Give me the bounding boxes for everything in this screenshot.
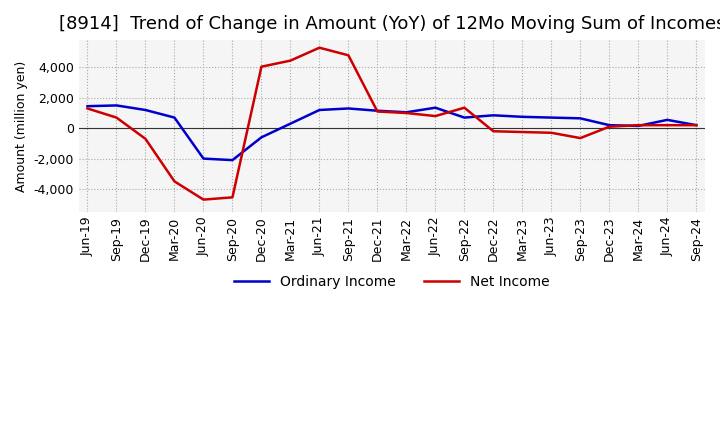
Ordinary Income <box>170 115 179 120</box>
Ordinary Income <box>547 115 556 120</box>
Ordinary Income <box>431 105 440 110</box>
Ordinary Income <box>141 107 150 113</box>
Net Income <box>84 106 92 111</box>
Net Income <box>112 115 121 120</box>
Ordinary Income <box>315 107 324 113</box>
Ordinary Income <box>344 106 353 111</box>
Ordinary Income <box>257 135 266 140</box>
Net Income <box>286 58 294 63</box>
Net Income <box>373 109 382 114</box>
Net Income <box>315 45 324 50</box>
Net Income <box>576 136 585 141</box>
Line: Net Income: Net Income <box>88 48 696 200</box>
Net Income <box>402 110 410 116</box>
Net Income <box>605 124 613 129</box>
Net Income <box>431 114 440 119</box>
Net Income <box>460 105 469 110</box>
Net Income <box>170 179 179 184</box>
Net Income <box>228 194 237 200</box>
Net Income <box>692 123 701 128</box>
Net Income <box>663 123 672 128</box>
Ordinary Income <box>460 115 469 120</box>
Ordinary Income <box>692 123 701 128</box>
Ordinary Income <box>373 108 382 114</box>
Net Income <box>634 123 643 128</box>
Ordinary Income <box>228 158 237 163</box>
Net Income <box>518 129 526 135</box>
Net Income <box>199 197 208 202</box>
Y-axis label: Amount (million yen): Amount (million yen) <box>15 60 28 191</box>
Ordinary Income <box>199 156 208 161</box>
Ordinary Income <box>112 103 121 108</box>
Ordinary Income <box>576 116 585 121</box>
Ordinary Income <box>286 121 294 126</box>
Ordinary Income <box>84 103 92 109</box>
Ordinary Income <box>663 117 672 122</box>
Ordinary Income <box>634 123 643 128</box>
Net Income <box>344 53 353 58</box>
Net Income <box>257 64 266 70</box>
Net Income <box>547 130 556 136</box>
Net Income <box>141 136 150 142</box>
Ordinary Income <box>489 113 498 118</box>
Ordinary Income <box>605 123 613 128</box>
Line: Ordinary Income: Ordinary Income <box>88 106 696 160</box>
Title: [8914]  Trend of Change in Amount (YoY) of 12Mo Moving Sum of Incomes: [8914] Trend of Change in Amount (YoY) o… <box>58 15 720 33</box>
Legend: Ordinary Income, Net Income: Ordinary Income, Net Income <box>229 269 555 294</box>
Ordinary Income <box>402 110 410 115</box>
Ordinary Income <box>518 114 526 120</box>
Net Income <box>489 128 498 134</box>
